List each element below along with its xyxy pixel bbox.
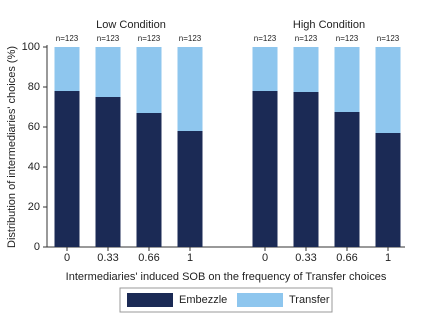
bar-segment (177, 47, 203, 131)
bar-segment (293, 47, 319, 92)
x-tick-label: 1 (187, 252, 193, 264)
panel-title: Low Condition (96, 19, 166, 31)
bar-label: n=123 (254, 34, 277, 43)
bar-segment (252, 47, 278, 91)
x-tick-label: 0.33 (295, 252, 316, 264)
bar-label: n=123 (56, 34, 79, 43)
bar-segment (177, 131, 203, 247)
legend-swatch (127, 293, 173, 307)
bar-segment (252, 91, 278, 247)
x-tick-label: 0 (64, 252, 70, 264)
x-tick-label: 0.66 (138, 252, 159, 264)
bar-label: n=123 (295, 34, 318, 43)
bar-segment (375, 133, 401, 247)
bar-segment (95, 47, 121, 97)
x-tick-label: 0.66 (336, 252, 357, 264)
x-tick-label: 0.33 (97, 252, 118, 264)
bar-segment (136, 47, 162, 113)
bar-label: n=123 (179, 34, 202, 43)
bar-segment (54, 91, 80, 247)
legend-label: Embezzle (179, 294, 227, 306)
bar-segment (54, 47, 80, 91)
y-tick-label: 60 (28, 121, 40, 133)
bar-label: n=123 (377, 34, 400, 43)
y-tick-label: 80 (28, 81, 40, 93)
y-tick-label: 100 (22, 41, 40, 53)
bar-label: n=123 (138, 34, 161, 43)
bar-label: n=123 (336, 34, 359, 43)
panel-title: High Condition (293, 19, 365, 31)
y-tick-label: 40 (28, 161, 40, 173)
x-axis-title: Intermediaries' induced SOB on the frequ… (66, 271, 387, 283)
legend-label: Transfer (289, 294, 330, 306)
bar-segment (95, 97, 121, 247)
y-tick-label: 0 (34, 241, 40, 253)
bar-segment (136, 113, 162, 247)
y-axis-title: Distribution of intermediaries' choices … (6, 46, 18, 248)
legend-swatch (237, 293, 283, 307)
x-tick-label: 1 (385, 252, 391, 264)
bar-label: n=123 (97, 34, 120, 43)
y-tick-label: 20 (28, 201, 40, 213)
bar-segment (334, 112, 360, 247)
bar-segment (293, 92, 319, 247)
legend-box (119, 287, 333, 313)
x-tick-label: 0 (262, 252, 268, 264)
bar-segment (334, 47, 360, 112)
bar-segment (375, 47, 401, 133)
